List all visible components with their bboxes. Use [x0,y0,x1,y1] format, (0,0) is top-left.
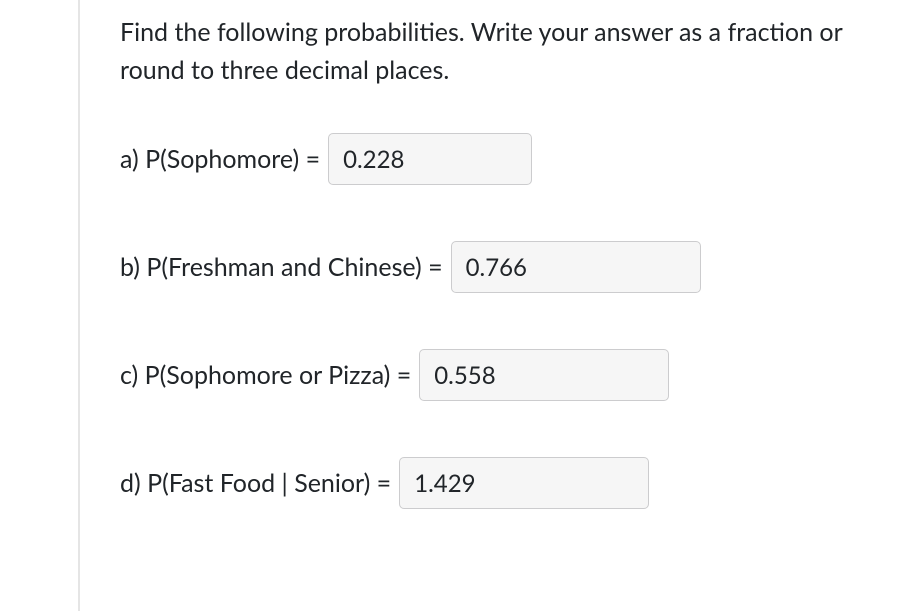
question-d-input[interactable] [399,457,649,509]
question-c-label: c) P(Sophomore or Pizza) = [120,360,411,390]
question-a-row: a) P(Sophomore) = [120,133,887,185]
question-a-label: a) P(Sophomore) = [120,144,320,174]
question-container: Find the following probabilities. Write … [78,0,907,611]
question-c-input[interactable] [419,349,669,401]
question-d-label: d) P(Fast Food | Senior) = [120,468,391,498]
question-b-input[interactable] [451,241,701,293]
question-d-row: d) P(Fast Food | Senior) = [120,457,887,509]
question-a-input[interactable] [328,133,532,185]
instructions-text: Find the following probabilities. Write … [120,14,880,89]
question-c-row: c) P(Sophomore or Pizza) = [120,349,887,401]
question-b-label: b) P(Freshman and Chinese) = [120,252,443,282]
question-b-row: b) P(Freshman and Chinese) = [120,241,887,293]
